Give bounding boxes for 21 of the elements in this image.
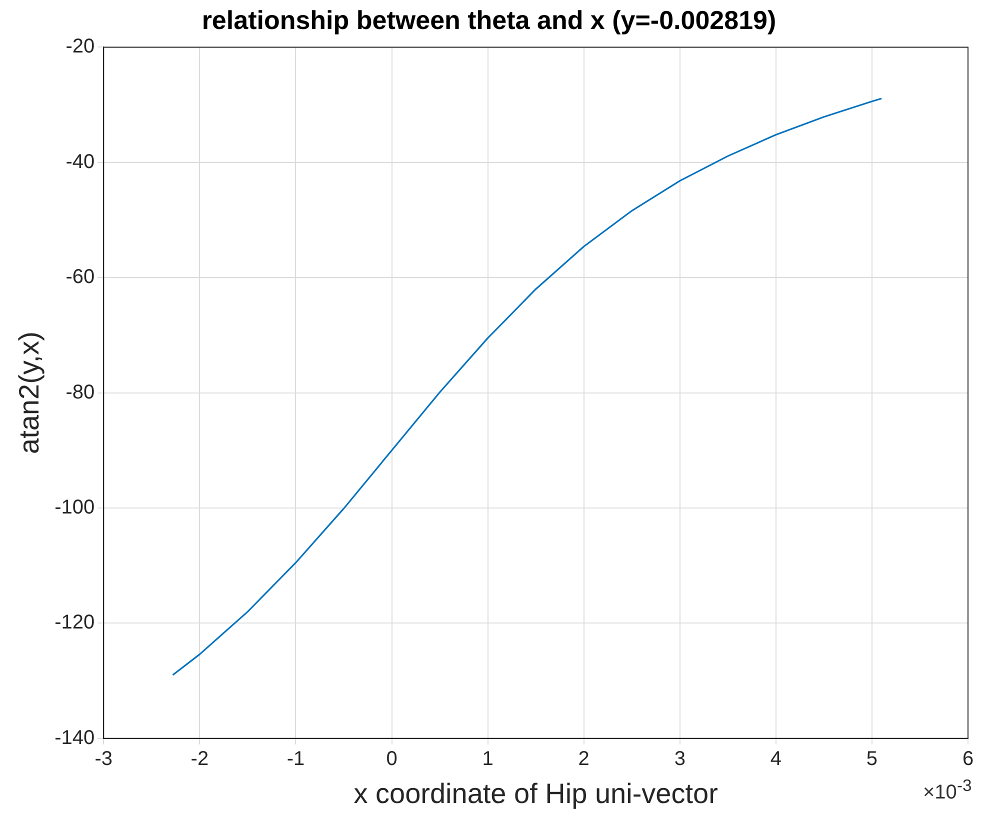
x-axis-title: x coordinate of Hip uni-vector (354, 778, 718, 809)
y-tick-label: -80 (66, 381, 95, 404)
x-tick-label: 6 (962, 748, 974, 770)
x-tick-label: -1 (286, 748, 305, 770)
y-tick-label: -40 (66, 150, 95, 173)
text: ×10$^{-3}$ (923, 776, 972, 806)
x-tick-label: 2 (578, 748, 590, 770)
x-tick-label: 3 (674, 748, 686, 770)
y-tick-label: -140 (54, 726, 95, 749)
y-tick-label: -60 (66, 266, 95, 288)
chart-title: relationship between theta and x (y=-0.002819) (202, 4, 776, 35)
y-tick-label: -20 (66, 36, 95, 58)
x-tick-label: 1 (482, 748, 494, 770)
x-tick-label: 5 (866, 748, 878, 770)
x-tick-label: 0 (386, 748, 398, 770)
y-tick-label: -120 (54, 612, 95, 634)
x-tick-label: 4 (770, 748, 782, 770)
x-tick-label: -3 (94, 748, 113, 770)
y-tick-label: -100 (54, 496, 95, 519)
y-axis-title: atan2(y,x) (14, 332, 45, 454)
x-tick-label: -2 (190, 748, 209, 770)
